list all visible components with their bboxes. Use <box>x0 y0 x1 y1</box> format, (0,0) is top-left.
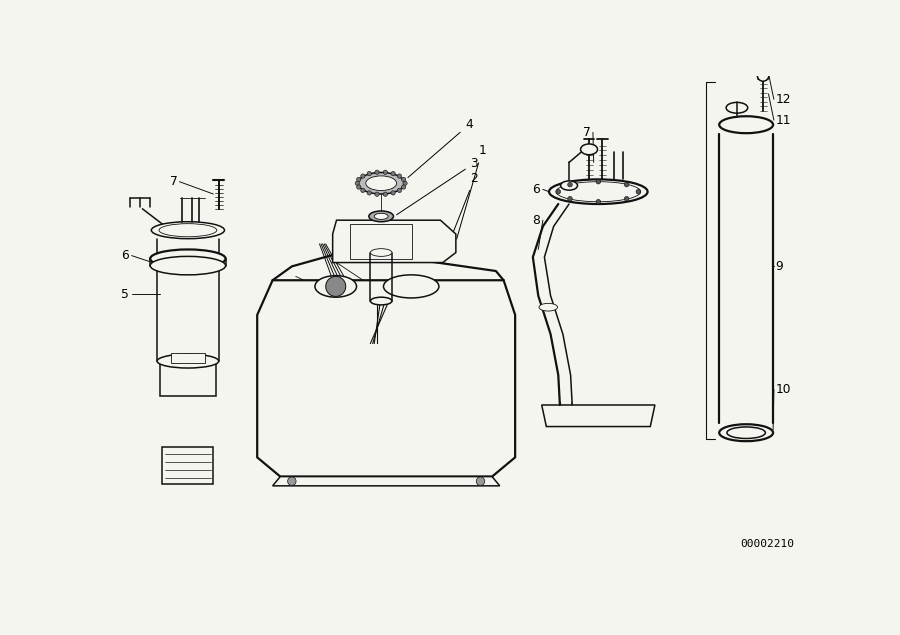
Circle shape <box>636 189 641 194</box>
Text: 8: 8 <box>532 214 540 227</box>
Ellipse shape <box>374 213 388 220</box>
Bar <box>160 361 216 396</box>
Circle shape <box>568 182 572 187</box>
Text: 12: 12 <box>776 93 791 106</box>
Ellipse shape <box>150 257 226 275</box>
Circle shape <box>476 477 485 485</box>
Text: 00002210: 00002210 <box>740 538 794 549</box>
Polygon shape <box>257 280 515 477</box>
Text: 2: 2 <box>444 172 478 256</box>
Circle shape <box>361 174 365 178</box>
Ellipse shape <box>150 250 226 268</box>
Text: 3: 3 <box>397 157 478 215</box>
Circle shape <box>356 185 361 189</box>
Circle shape <box>288 477 296 485</box>
Ellipse shape <box>539 304 557 311</box>
Text: 1: 1 <box>456 144 486 239</box>
Text: 6: 6 <box>532 183 540 196</box>
Circle shape <box>391 190 395 195</box>
Text: 9: 9 <box>776 260 783 273</box>
Circle shape <box>401 177 406 182</box>
Polygon shape <box>273 477 500 486</box>
Text: 6: 6 <box>121 249 129 262</box>
Ellipse shape <box>158 354 219 368</box>
Circle shape <box>367 171 372 176</box>
Ellipse shape <box>719 424 773 441</box>
Ellipse shape <box>371 249 392 257</box>
Ellipse shape <box>556 182 641 202</box>
Circle shape <box>556 189 561 194</box>
Text: 7: 7 <box>170 175 178 188</box>
Circle shape <box>757 70 769 81</box>
Circle shape <box>375 170 379 175</box>
Ellipse shape <box>371 297 392 305</box>
Ellipse shape <box>159 224 217 237</box>
Circle shape <box>367 190 372 195</box>
Circle shape <box>397 174 401 178</box>
Circle shape <box>596 179 600 184</box>
Circle shape <box>375 192 379 196</box>
Circle shape <box>596 199 600 204</box>
Bar <box>171 354 205 363</box>
Text: 7: 7 <box>583 126 590 139</box>
Text: 4: 4 <box>408 118 472 178</box>
Ellipse shape <box>719 116 773 133</box>
Bar <box>163 447 213 485</box>
Circle shape <box>326 276 346 297</box>
Ellipse shape <box>151 222 224 239</box>
Circle shape <box>397 188 401 192</box>
Polygon shape <box>542 405 655 427</box>
Circle shape <box>401 185 406 189</box>
Ellipse shape <box>383 275 439 298</box>
Circle shape <box>625 182 629 187</box>
Circle shape <box>625 196 629 201</box>
Polygon shape <box>333 220 456 262</box>
Bar <box>350 224 412 258</box>
Ellipse shape <box>726 102 748 113</box>
Circle shape <box>568 196 572 201</box>
Circle shape <box>383 192 388 196</box>
Ellipse shape <box>369 211 393 222</box>
Text: 5: 5 <box>121 288 129 300</box>
Ellipse shape <box>580 144 598 155</box>
Text: 10: 10 <box>776 383 791 396</box>
Circle shape <box>356 177 361 182</box>
Ellipse shape <box>727 427 765 439</box>
Ellipse shape <box>365 176 397 190</box>
Ellipse shape <box>549 179 648 204</box>
Circle shape <box>361 188 365 192</box>
Text: 11: 11 <box>776 114 791 126</box>
Circle shape <box>383 170 388 175</box>
Circle shape <box>403 181 407 185</box>
Ellipse shape <box>358 173 404 194</box>
Ellipse shape <box>315 276 356 297</box>
Circle shape <box>391 171 395 176</box>
Ellipse shape <box>561 181 578 190</box>
Circle shape <box>356 181 359 185</box>
